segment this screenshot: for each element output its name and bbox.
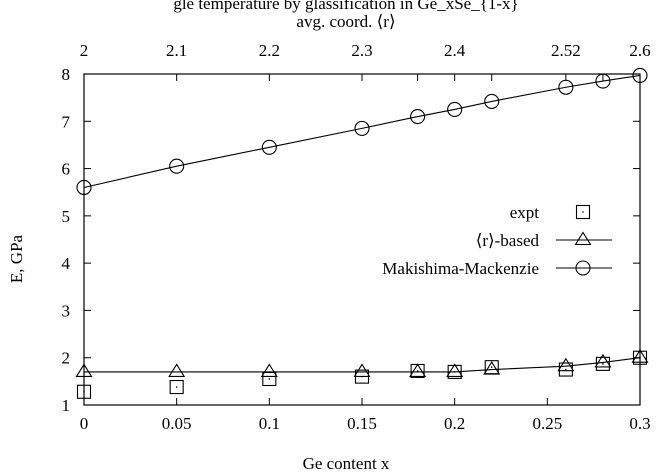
data-point-square (76, 384, 92, 399)
data-point-square (262, 371, 277, 387)
legend-label: ⟨r⟩-based (476, 231, 540, 250)
legend-marker-circle (575, 260, 591, 276)
data-point-triangle (353, 363, 371, 377)
data-point-square (595, 356, 610, 371)
y-tick-label: 5 (62, 207, 71, 226)
y-tick-label: 8 (62, 65, 71, 84)
series-layer (75, 67, 649, 399)
y-axis-label: E, GPa (7, 234, 26, 283)
x-tick-label: 0.15 (347, 414, 377, 433)
x2-tick-label: 2.52 (551, 41, 581, 60)
series-line (83, 74, 641, 189)
data-point-circle (354, 120, 370, 136)
x-tick-label: 0.05 (162, 414, 192, 433)
x-tick-label: 0 (80, 414, 89, 433)
data-point-circle (558, 79, 574, 95)
data-point-square (169, 379, 184, 395)
legend-label: Makishima-Mackenzie (382, 259, 539, 278)
data-point-square-dot (602, 363, 604, 365)
legend-marker-square (575, 204, 591, 220)
data-point-triangle (483, 360, 501, 375)
legend-label: expt (510, 203, 540, 222)
data-point-circle (595, 73, 611, 89)
chart-title: gle temperature by glassification in Ge_… (173, 0, 518, 13)
y-tick-label: 2 (62, 349, 71, 368)
data-point-circle (447, 101, 463, 118)
data-point-square-dot (565, 368, 567, 371)
series-line (84, 357, 641, 373)
x2-tick-label: 2.6 (629, 41, 650, 60)
y-tick-label: 1 (62, 396, 71, 415)
y-tick-label: 4 (62, 254, 71, 273)
data-point-square-dot (490, 366, 493, 368)
x2-tick-label: 2.4 (444, 41, 466, 60)
legend-marker-square-dot (582, 211, 584, 213)
y-tick-label: 7 (62, 112, 71, 131)
data-point-triangle (168, 363, 186, 377)
x-tick-label: 0.3 (629, 414, 650, 433)
series-square (76, 350, 648, 399)
data-point-circle (169, 158, 185, 174)
data-point-triangle (260, 363, 278, 377)
data-point-circle (410, 109, 426, 125)
legend: expt ⟨r⟩-based Makishima-Mackenzie (382, 203, 612, 278)
y-tick-label: 3 (62, 301, 71, 320)
data-point-circle (632, 67, 648, 83)
data-point-circle (76, 179, 92, 196)
data-point-triangle (446, 363, 464, 377)
x-tick-label: 0.25 (532, 414, 562, 433)
x2-tick-label: 2 (80, 41, 89, 60)
data-point-square-dot (83, 390, 85, 393)
x2-tick-label: 2.3 (351, 41, 372, 60)
data-point-triangle (594, 353, 612, 368)
data-point-square-dot (175, 386, 178, 388)
x-axis-label: Ge content x (303, 454, 390, 473)
data-point-square-dot (268, 378, 271, 380)
x2-tick-label: 2.2 (259, 41, 280, 60)
data-point-triangle (557, 357, 575, 372)
data-point-triangle (631, 349, 649, 363)
top-axis-label: avg. coord. ⟨r⟩ (296, 12, 395, 31)
legend-marker-triangle (574, 231, 592, 246)
series-triangle (75, 349, 649, 377)
series-circle (76, 67, 648, 196)
data-point-triangle (409, 363, 427, 377)
y-tick-label: 6 (62, 160, 71, 179)
x-tick-label: 0.1 (259, 414, 280, 433)
data-point-triangle (75, 363, 93, 377)
x2-tick-label: 2.1 (166, 41, 187, 60)
x-tick-label: 0.2 (444, 414, 465, 433)
data-point-circle (261, 139, 277, 155)
data-point-circle (484, 93, 500, 109)
